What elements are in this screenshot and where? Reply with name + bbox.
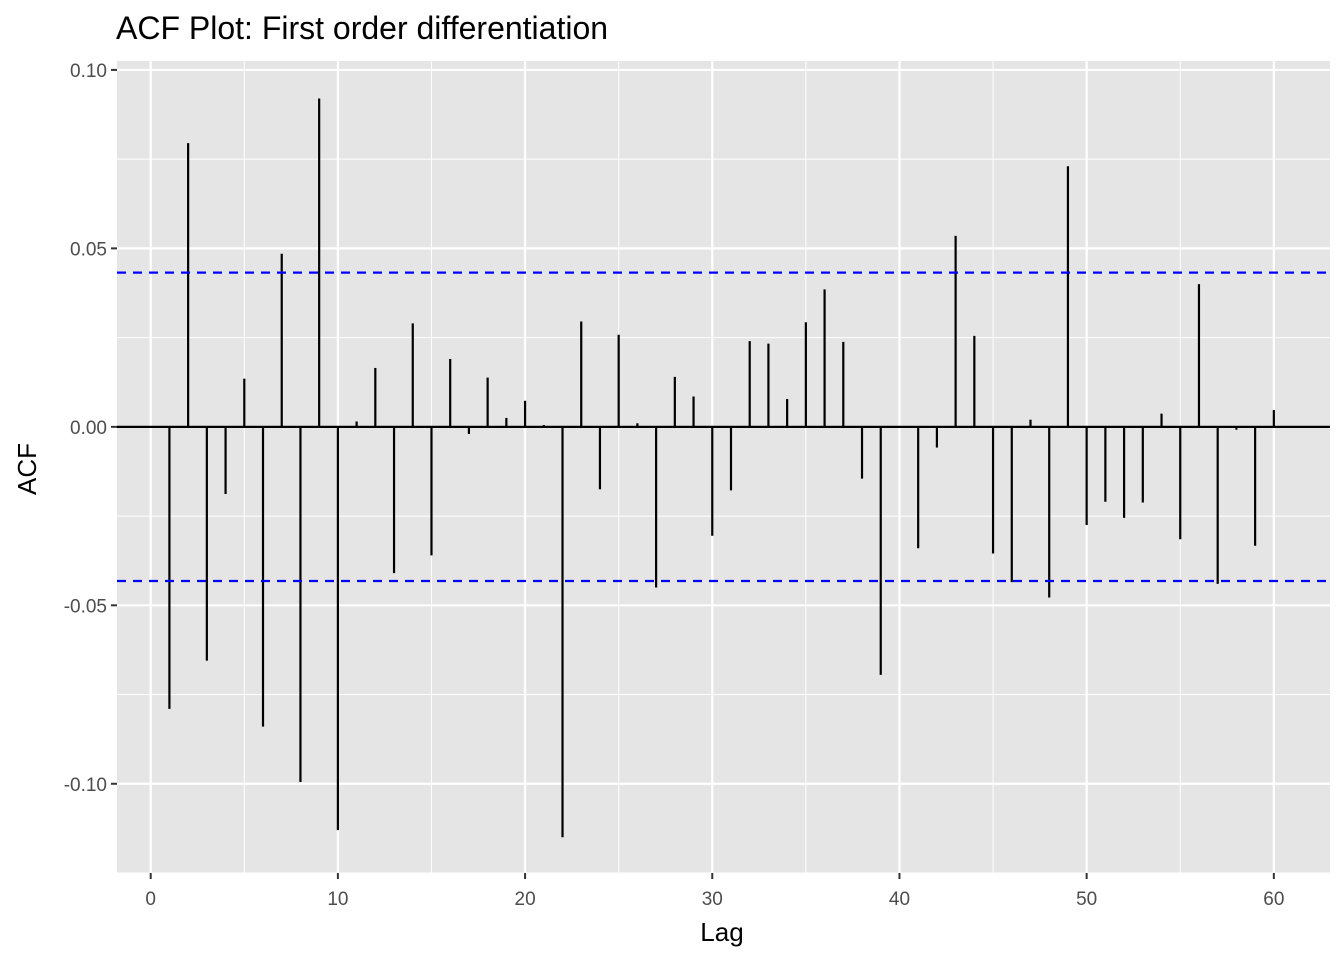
y-tick-label: -0.05: [64, 596, 107, 617]
x-tick-label: 0: [145, 889, 156, 910]
y-tick-label: -0.10: [64, 775, 107, 796]
y-tick-label: 0.10: [70, 61, 107, 82]
y-tick-label: 0.05: [70, 239, 107, 260]
x-tick-label: 10: [327, 889, 348, 910]
x-tick-label: 40: [889, 889, 910, 910]
y-axis: 0.10 0.05 0.00 -0.05 -0.10: [64, 61, 117, 796]
chart-title: ACF Plot: First order differentiation: [116, 10, 608, 46]
x-axis-title: Lag: [700, 917, 743, 947]
x-axis: 0 10 20 30 40 50 60: [145, 873, 1284, 910]
x-tick-label: 50: [1076, 889, 1097, 910]
y-tick-label: 0.00: [70, 418, 107, 439]
plot-panel: [117, 61, 1330, 873]
x-tick-label: 30: [702, 889, 723, 910]
x-tick-label: 60: [1263, 889, 1284, 910]
y-axis-title: ACF: [12, 443, 42, 495]
acf-bars: [117, 98, 1330, 838]
confidence-bounds: [117, 271, 1330, 583]
x-tick-label: 20: [515, 889, 536, 910]
